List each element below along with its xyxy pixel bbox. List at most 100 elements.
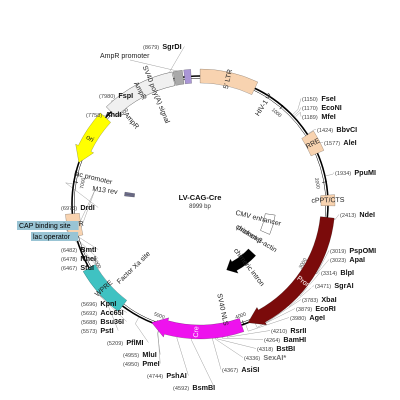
feature-block-14 — [124, 191, 136, 196]
site-leader — [191, 332, 215, 388]
site-pspomi: (3019) PspOMI — [330, 246, 376, 255]
site-position: (4955) — [123, 353, 139, 359]
feature-block-10 — [183, 69, 192, 85]
site-position: (1189) — [302, 115, 318, 121]
site-rsrii: (4210) RsrII — [271, 326, 306, 335]
site-name: RsrII — [290, 326, 306, 335]
plasmid-name: LV-CAG-Cre — [179, 193, 222, 202]
highlight-text: lac operator — [33, 234, 71, 241]
site-position: (7980) — [99, 94, 115, 100]
site-position: (6973) — [61, 206, 77, 212]
site-position: (3471) — [315, 284, 331, 290]
inner-label-ampr: AmpR — [122, 111, 140, 130]
tick-label: 8000 — [118, 107, 131, 119]
site-ndei: (2413) NdeI — [340, 210, 375, 219]
site-name: SgrDI — [162, 42, 181, 51]
site-agei: (3980) AgeI — [290, 313, 325, 322]
site-position: (4950) — [123, 362, 139, 368]
site-position: (6478) — [61, 257, 77, 263]
site-name: SexAI* — [263, 353, 286, 362]
site-position: (4744) — [147, 374, 163, 380]
feature-cre — [151, 317, 245, 340]
site-psti: (5573) PstI — [81, 326, 114, 335]
site-name: BbvCI — [336, 125, 357, 134]
site-leader — [292, 98, 302, 115]
amp-promoter-label: AmpR promoter — [100, 53, 150, 60]
inner-label-sv40-nls: SV40 NLS — [215, 293, 229, 327]
feature-wpre — [82, 264, 128, 312]
site-name: ApaI — [349, 255, 365, 264]
site-name: EcoRI — [315, 304, 335, 313]
site-leader — [65, 182, 99, 208]
plasmid-size: 8999 bp — [189, 204, 211, 210]
site-name: FseI — [321, 94, 335, 103]
tick-label: 4000 — [235, 311, 248, 321]
tick-label: 1000 — [270, 107, 283, 119]
site-position: (5688) — [81, 320, 97, 326]
feature-label-5-ltr: 5' LTR — [223, 69, 234, 90]
site-ecori: (3879) EcoRI — [296, 304, 336, 313]
highlight-labels: CAP binding site lac operator — [17, 221, 79, 241]
site-position: (5692) — [81, 311, 97, 317]
site-econi: (1170) EcoNI — [302, 103, 342, 112]
highlight-bg — [31, 232, 79, 241]
site-kpni: (5696) KpnI — [81, 299, 116, 308]
site-position: (1934) — [335, 171, 351, 177]
site-leader — [308, 129, 317, 134]
site-name: Bsu36I — [100, 317, 124, 326]
site-position: (3980) — [290, 316, 306, 322]
leader-line — [78, 189, 96, 226]
site-acc65i: (5692) Acc65I — [81, 308, 124, 317]
site-bsu36i: (5688) Bsu36I — [81, 317, 124, 326]
feature-label-cppt-cts: cPPT/CTS — [311, 197, 345, 205]
site-leader — [325, 172, 335, 176]
site-sgrdi: (8679) SgrDI — [143, 42, 182, 51]
site-position: (3314) — [321, 271, 337, 277]
site-name: PspOMI — [349, 246, 376, 255]
site-mfei: (1189) MfeI — [302, 112, 336, 121]
site-sgrai: (3471) SgrAI — [315, 281, 354, 290]
feature-chimeric-intron — [226, 248, 257, 274]
tick-mark — [322, 181, 328, 183]
site-name: BlpI — [340, 268, 354, 277]
site-name: MluI — [142, 350, 156, 359]
site-sexai: (4336) SexAI* — [244, 353, 286, 362]
site-xbai: (3783) XbaI — [302, 295, 337, 304]
tick-label: 7000 — [79, 177, 87, 189]
site-name: NheI — [80, 254, 96, 263]
feature-cag-promoter — [247, 216, 335, 326]
site-ppumi: (1934) PpuMI — [335, 168, 376, 177]
site-name: AsiSI — [241, 365, 259, 374]
site-position: (1170) — [302, 106, 318, 112]
site-position: (6467) — [61, 266, 77, 272]
site-name: DrdI — [80, 203, 94, 212]
feature-label-cre: Cre — [193, 326, 200, 338]
site-ahdi: (7758) AhdI — [86, 110, 121, 119]
site-name: PmeI — [142, 359, 159, 368]
site-name: PstI — [100, 326, 113, 335]
site-drdi: (6973) DrdI — [61, 203, 95, 212]
site-position: (4264) — [264, 338, 280, 344]
site-name: PflMI — [126, 338, 143, 347]
site-position: (4592) — [173, 386, 189, 392]
site-position: (1424) — [317, 128, 333, 134]
site-bamhi: (4264) BamHI — [264, 335, 306, 344]
site-position: (4210) — [271, 329, 287, 335]
leader-line — [129, 59, 180, 72]
site-bbvci: (1424) BbvCI — [317, 125, 357, 134]
site-bmti: (6482) BmtI — [61, 245, 96, 254]
site-name: PpuMI — [354, 168, 376, 177]
site-asisi: (4367) AsiSI — [222, 365, 259, 374]
inner-label-m13-rev: M13 rev — [92, 186, 119, 197]
site-name: XbaI — [321, 295, 336, 304]
site-pmei: (4950) PmeI — [123, 359, 160, 368]
site-position: (4318) — [257, 347, 273, 353]
site-name: BsmBI — [192, 383, 215, 392]
site-fspi: (7980) FspI — [99, 91, 133, 100]
site-name: AhdI — [105, 110, 121, 119]
highlight-bg — [17, 221, 79, 230]
site-name: AgeI — [309, 313, 325, 322]
site-position: (6482) — [61, 248, 77, 254]
inner-label-factor-xa-site: Factor Xa site — [116, 251, 152, 286]
